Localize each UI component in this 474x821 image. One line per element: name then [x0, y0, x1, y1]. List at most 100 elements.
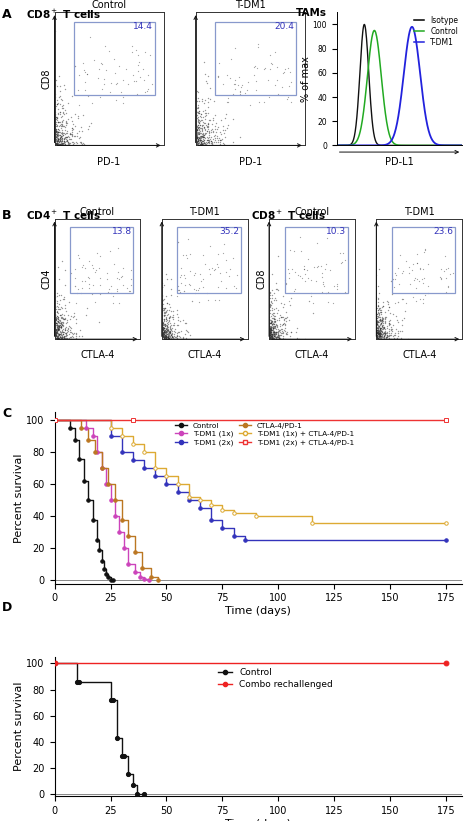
Point: [253, 75, 260, 88]
Point: [163, 322, 171, 335]
Point: [272, 326, 280, 339]
Point: [72, 120, 79, 133]
Point: [105, 282, 113, 296]
Point: [133, 88, 140, 101]
Point: [374, 319, 381, 332]
Point: [58, 332, 66, 345]
Point: [195, 139, 203, 152]
Point: [276, 326, 283, 339]
Point: [416, 293, 423, 306]
Point: [57, 331, 65, 344]
Point: [201, 103, 209, 117]
Point: [375, 328, 383, 342]
Point: [276, 319, 283, 333]
Point: [196, 110, 204, 123]
Point: [324, 285, 332, 298]
Point: [275, 332, 283, 345]
Bar: [177, 227, 241, 293]
Point: [76, 323, 84, 337]
Point: [265, 91, 273, 104]
Point: [195, 124, 203, 137]
Point: [75, 329, 82, 342]
Point: [377, 321, 384, 334]
Point: [201, 122, 209, 135]
Point: [194, 136, 202, 149]
Point: [57, 132, 65, 145]
Point: [51, 78, 59, 91]
Point: [54, 332, 62, 345]
Point: [197, 135, 204, 149]
Point: [63, 317, 70, 330]
Point: [53, 325, 61, 338]
Point: [377, 322, 385, 335]
Point: [57, 321, 65, 334]
Point: [62, 126, 70, 140]
Point: [375, 330, 383, 343]
Point: [217, 113, 225, 126]
Point: [62, 326, 69, 339]
Point: [54, 134, 61, 147]
Point: [53, 128, 61, 141]
Point: [74, 83, 82, 96]
Point: [267, 296, 274, 309]
Point: [206, 82, 213, 95]
Point: [158, 294, 166, 307]
Point: [272, 330, 279, 343]
Point: [201, 55, 208, 68]
Point: [199, 280, 207, 293]
Point: [280, 66, 288, 79]
Point: [386, 317, 394, 330]
Point: [64, 134, 71, 147]
Point: [161, 325, 169, 338]
Point: [57, 117, 65, 131]
Point: [158, 332, 165, 345]
Point: [160, 313, 167, 326]
Point: [375, 324, 383, 337]
Point: [158, 330, 166, 343]
Point: [57, 131, 64, 144]
Point: [57, 135, 64, 148]
Point: [381, 311, 389, 324]
Point: [160, 328, 168, 341]
Point: [66, 325, 73, 338]
Point: [377, 331, 384, 344]
Point: [67, 321, 75, 334]
Point: [137, 71, 144, 84]
Point: [51, 139, 59, 152]
Y-axis label: CD8: CD8: [256, 268, 266, 289]
Point: [186, 248, 193, 261]
Point: [60, 326, 67, 339]
Point: [158, 330, 165, 343]
Point: [163, 325, 171, 338]
Point: [196, 122, 204, 135]
Point: [52, 317, 60, 330]
Point: [60, 317, 67, 330]
Point: [97, 287, 104, 300]
Point: [160, 278, 168, 291]
Point: [376, 327, 383, 340]
Point: [54, 332, 62, 345]
Point: [378, 314, 386, 327]
Point: [211, 122, 219, 135]
Point: [70, 307, 77, 320]
Point: [161, 331, 169, 344]
Point: [62, 132, 70, 145]
Point: [267, 328, 274, 342]
Point: [199, 135, 207, 148]
Point: [376, 323, 384, 337]
Point: [238, 78, 246, 91]
Point: [266, 333, 273, 346]
Point: [55, 312, 62, 325]
Bar: [284, 227, 348, 293]
Point: [194, 134, 202, 147]
Point: [198, 127, 205, 140]
Point: [162, 313, 170, 326]
Point: [171, 326, 178, 339]
Point: [380, 321, 388, 334]
Point: [373, 332, 381, 345]
Point: [55, 323, 62, 336]
Point: [161, 309, 168, 322]
Point: [165, 314, 173, 327]
Point: [199, 134, 206, 147]
Point: [375, 263, 383, 276]
